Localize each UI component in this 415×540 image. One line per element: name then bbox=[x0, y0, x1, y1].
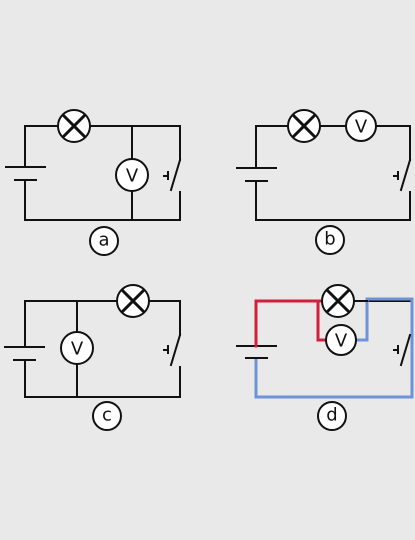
svg-text:b: b bbox=[324, 229, 335, 250]
battery-a bbox=[5, 155, 46, 181]
label-b: b bbox=[315, 225, 345, 255]
svg-text:V: V bbox=[126, 166, 139, 187]
switch-d bbox=[393, 333, 412, 367]
label-d: d bbox=[317, 401, 347, 431]
svg-text:V: V bbox=[335, 331, 348, 352]
svg-text:V: V bbox=[355, 117, 368, 138]
switch-c bbox=[163, 333, 182, 367]
circuit-d: V d bbox=[236, 284, 414, 431]
circuit-a: V a bbox=[5, 109, 182, 256]
lamp-b bbox=[287, 109, 321, 143]
lamp-a bbox=[57, 109, 91, 143]
circuit-c: V c bbox=[4, 284, 182, 431]
switch-a bbox=[163, 158, 182, 192]
switch-b bbox=[393, 158, 412, 192]
voltmeter-b: V bbox=[345, 110, 377, 142]
voltmeter-d: V bbox=[325, 324, 357, 356]
lamp-c bbox=[116, 284, 150, 318]
label-c: c bbox=[92, 401, 122, 431]
highlight-path-red bbox=[254, 299, 327, 342]
battery-c bbox=[4, 336, 45, 361]
battery-d bbox=[236, 338, 277, 359]
lamp-d bbox=[321, 284, 355, 318]
circuit-b: V b bbox=[236, 109, 412, 255]
voltmeter-c: V bbox=[60, 331, 94, 365]
svg-text:a: a bbox=[98, 230, 109, 251]
highlight-path-blue bbox=[254, 297, 414, 399]
svg-text:d: d bbox=[326, 405, 337, 426]
svg-text:V: V bbox=[71, 339, 84, 360]
voltmeter-a: V bbox=[115, 158, 149, 192]
label-a: a bbox=[89, 226, 119, 256]
battery-b bbox=[236, 157, 277, 182]
svg-text:c: c bbox=[102, 405, 112, 426]
